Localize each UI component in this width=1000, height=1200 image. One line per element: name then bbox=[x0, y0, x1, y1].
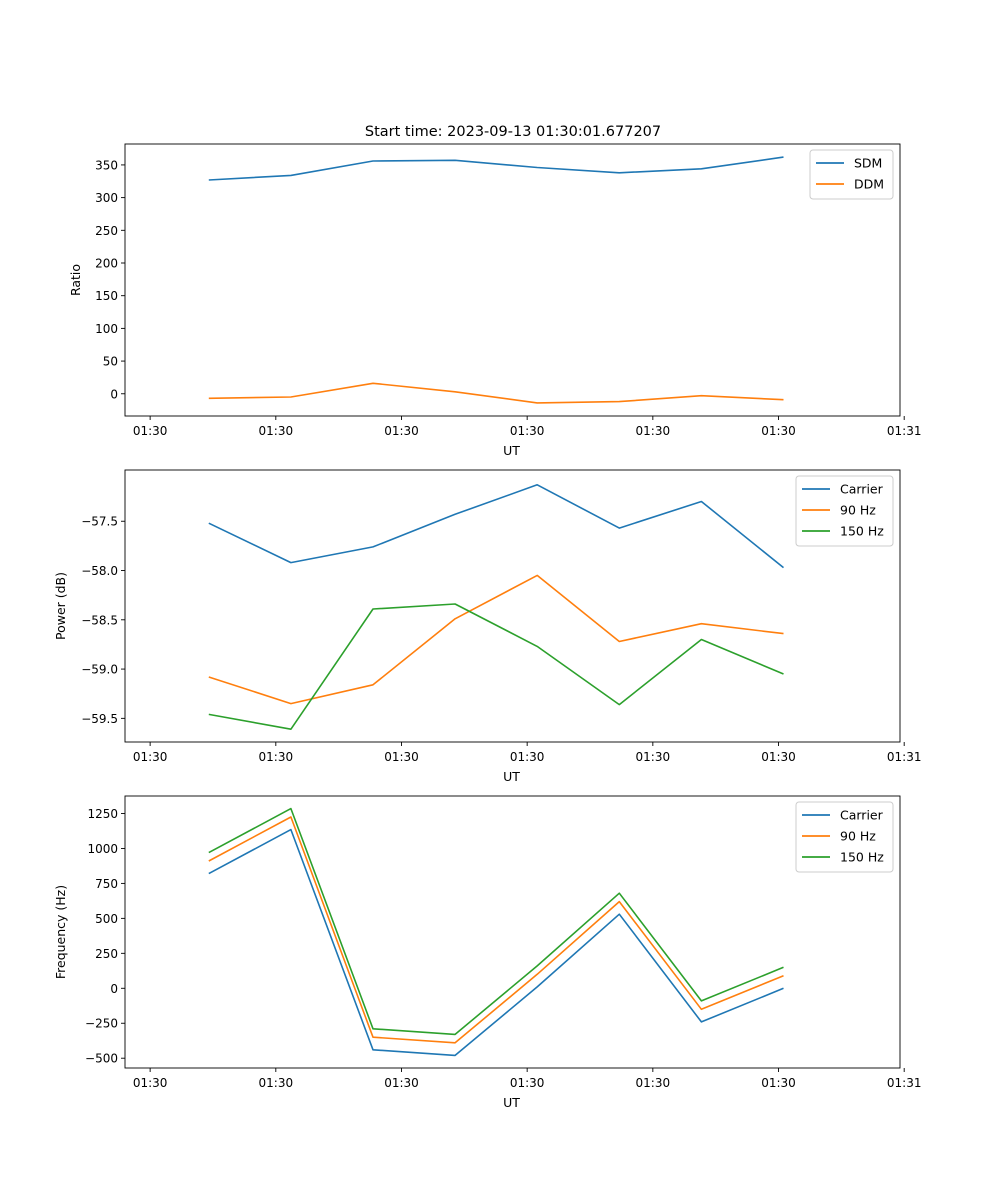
x-tick-label: 01:30 bbox=[384, 750, 419, 764]
legend-label-150-hz: 150 Hz bbox=[840, 524, 884, 539]
series-line-150-hz bbox=[208, 603, 784, 731]
x-tick-label: 01:30 bbox=[761, 750, 796, 764]
x-tick-label: 01:30 bbox=[259, 424, 294, 438]
legend-label-90-hz: 90 Hz bbox=[840, 503, 876, 518]
y-tick-label: 200 bbox=[95, 257, 118, 271]
y-tick-label: 250 bbox=[95, 224, 118, 238]
x-tick-label: 01:30 bbox=[761, 424, 796, 438]
legend: Carrier 90 Hz 150 Hz bbox=[795, 475, 894, 547]
series-line-90-hz bbox=[208, 574, 784, 705]
y-tick-label: 1000 bbox=[87, 842, 118, 856]
y-tick-label: 0 bbox=[110, 982, 118, 996]
x-tick-label: 01:31 bbox=[887, 424, 922, 438]
series-line-90-hz bbox=[208, 816, 784, 1044]
y-tick-label: 1250 bbox=[87, 807, 118, 821]
y-tick-label: 50 bbox=[103, 355, 118, 369]
y-tick-label: 350 bbox=[95, 158, 118, 172]
y-tick-label: 300 bbox=[95, 191, 118, 205]
axes-frame bbox=[124, 143, 901, 417]
y-tick-label: 0 bbox=[110, 387, 118, 401]
x-tick-label: 01:30 bbox=[133, 750, 168, 764]
x-tick-label: 01:30 bbox=[259, 750, 294, 764]
y-tick-label: −500 bbox=[85, 1052, 118, 1066]
x-tick-label: 01:30 bbox=[133, 424, 168, 438]
x-tick-label: 01:30 bbox=[259, 1076, 294, 1090]
x-tick-label: 01:30 bbox=[384, 424, 419, 438]
legend-label-90-hz: 90 Hz bbox=[840, 829, 876, 844]
x-tick-label: 01:30 bbox=[636, 1076, 671, 1090]
series-line-carrier bbox=[208, 828, 784, 1057]
x-tick-label: 01:30 bbox=[761, 1076, 796, 1090]
y-tick-label: −58.5 bbox=[81, 613, 118, 627]
y-axis-label: Ratio bbox=[68, 264, 83, 296]
y-tick-label: 750 bbox=[95, 877, 118, 891]
chart-panel-1: 01:30 01:30 01:30 01:30 01:30 01:30 01:31 0 50 10… bbox=[68, 143, 922, 458]
x-tick-label: 01:30 bbox=[510, 750, 545, 764]
y-axis-label: Frequency (Hz) bbox=[53, 885, 68, 979]
y-tick-label: 150 bbox=[95, 289, 118, 303]
legend-label-ddm: DDM bbox=[854, 177, 884, 192]
series-line-sdm bbox=[208, 156, 784, 181]
y-tick-label: −58.0 bbox=[81, 564, 118, 578]
figure-title: Start time: 2023-09-13 01:30:01.677207 bbox=[365, 124, 661, 140]
legend: Carrier 90 Hz 150 Hz bbox=[795, 801, 894, 873]
x-tick-label: 01:30 bbox=[510, 1076, 545, 1090]
legend: SDM DDM bbox=[809, 149, 894, 200]
legend-label-carrier: Carrier bbox=[840, 482, 884, 497]
x-axis-label: UT bbox=[503, 769, 520, 784]
x-tick-label: 01:30 bbox=[636, 750, 671, 764]
x-axis-label: UT bbox=[503, 1095, 520, 1110]
legend-box bbox=[795, 475, 894, 547]
legend-label-carrier: Carrier bbox=[840, 808, 884, 823]
legend-label-150-hz: 150 Hz bbox=[840, 850, 884, 865]
y-tick-label: −57.5 bbox=[81, 515, 118, 529]
x-tick-label: 01:31 bbox=[887, 1076, 922, 1090]
y-tick-label: −59.5 bbox=[81, 712, 118, 726]
y-tick-label: −250 bbox=[85, 1017, 118, 1031]
axes-frame bbox=[124, 795, 901, 1069]
axes-frame bbox=[124, 469, 901, 743]
x-axis-label: UT bbox=[503, 443, 520, 458]
chart-panel-3: 01:30 01:30 01:30 01:30 01:30 01:30 01:31 −500 −… bbox=[53, 795, 922, 1110]
x-tick-label: 01:31 bbox=[887, 750, 922, 764]
series-line-150-hz bbox=[208, 807, 784, 1036]
x-tick-label: 01:30 bbox=[636, 424, 671, 438]
series-line-carrier bbox=[208, 483, 785, 569]
y-tick-label: 100 bbox=[95, 322, 118, 336]
series-line-ddm bbox=[208, 382, 784, 404]
y-axis-label: Power (dB) bbox=[53, 572, 68, 640]
x-tick-label: 01:30 bbox=[133, 1076, 168, 1090]
x-tick-label: 01:30 bbox=[384, 1076, 419, 1090]
x-tick-label: 01:30 bbox=[510, 424, 545, 438]
y-tick-label: −59.0 bbox=[81, 663, 118, 677]
legend-label-sdm: SDM bbox=[854, 156, 882, 171]
y-tick-label: 250 bbox=[95, 947, 118, 961]
y-tick-label: 500 bbox=[95, 912, 118, 926]
legend-box bbox=[795, 801, 894, 873]
chart-panel-2: 01:30 01:30 01:30 01:30 01:30 01:30 01:31 −59.5… bbox=[53, 469, 922, 784]
